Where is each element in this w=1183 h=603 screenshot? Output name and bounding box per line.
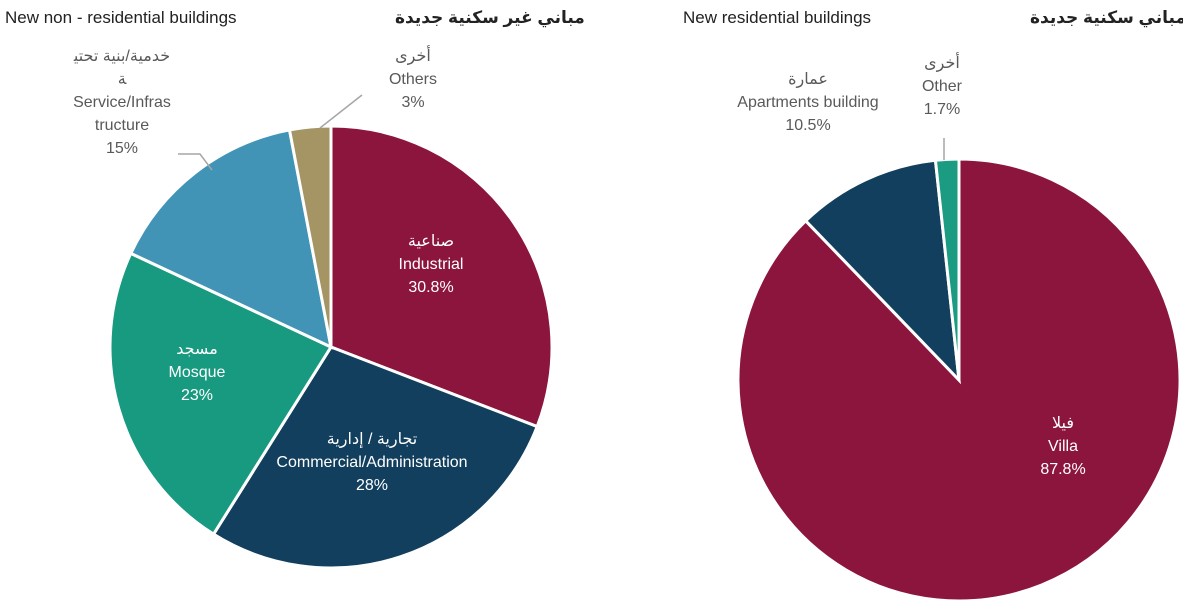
slice-label: فيلا Villa 87.8% — [1003, 412, 1123, 481]
label-value: 28% — [355, 477, 389, 494]
pie-slice — [211, 345, 540, 570]
label-en: Other — [921, 78, 962, 95]
label-ar: فيلا — [1051, 415, 1075, 432]
pie-slice — [128, 128, 334, 350]
label-value: 3% — [401, 94, 425, 111]
label-en: Commercial/Administration — [276, 454, 468, 471]
label-en: Industrial — [398, 256, 464, 273]
pie-slice — [108, 251, 334, 537]
label-ar: أخرى — [395, 48, 431, 65]
label-ar: صناعية — [407, 233, 455, 250]
label-value: 30.8% — [408, 279, 454, 296]
label-en: Mosque — [168, 364, 226, 381]
label-ar: مسجد — [176, 341, 218, 358]
label-value: 15% — [105, 140, 139, 157]
pie-slice — [803, 158, 961, 385]
slice-label: أخرى Other 1.7% — [902, 52, 982, 121]
label-ar: تجارية / إدارية — [326, 431, 418, 448]
chart-title: New residential buildings — [683, 8, 872, 27]
slice-label: خدمية/بنية تحتية Service/Infrastructure 15… — [72, 45, 172, 160]
label-value: 10.5% — [785, 117, 831, 134]
slice-label: مسجد Mosque 23% — [137, 338, 257, 407]
slice-label: تجارية / إدارية Commercial/Administration… — [257, 428, 487, 497]
leader-line — [319, 94, 363, 129]
label-en: Service/Infrastructure — [73, 94, 171, 134]
label-ar: أخرى — [924, 55, 960, 72]
chart-title-ar: مباني سكنية جديدة — [1030, 8, 1183, 27]
leader-line — [178, 153, 213, 171]
label-ar: خدمية/بنية تحتية — [73, 48, 171, 88]
slice-label: أخرى Others 3% — [368, 45, 458, 114]
label-en: Villa — [1048, 438, 1078, 455]
label-ar: عمارة — [788, 71, 828, 88]
label-en: Apartments building — [737, 94, 879, 111]
pie-slice — [287, 124, 333, 348]
chart-title-ar: مباني غير سكنية جديدة — [395, 8, 585, 27]
slice-label: عمارة Apartments building 10.5% — [733, 68, 883, 137]
pie-slice — [933, 157, 961, 381]
label-value: 87.8% — [1040, 461, 1086, 478]
chart-title: New non - residential buildings — [5, 8, 237, 27]
label-value: 23% — [180, 387, 214, 404]
slice-label: صناعية Industrial 30.8% — [361, 230, 501, 299]
label-value: 1.7% — [923, 101, 961, 118]
pie-slice — [329, 124, 554, 429]
label-en: Others — [388, 71, 437, 88]
